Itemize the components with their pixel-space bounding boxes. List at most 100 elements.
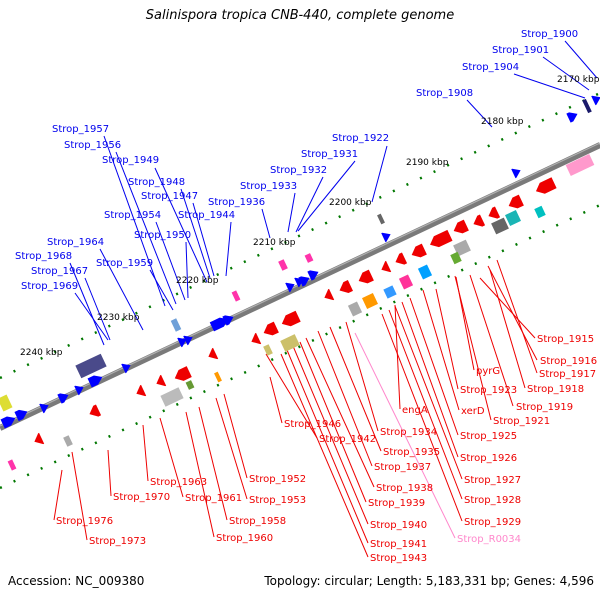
gene-label-xerd[interactable]: xerD — [461, 406, 485, 417]
forward-gene-arrow-shape — [209, 317, 229, 332]
reverse-leader-line — [489, 269, 526, 389]
gene-label-strop-1970[interactable]: Strop_1970 — [113, 492, 170, 503]
gene-label-strop-1908[interactable]: Strop_1908 — [416, 88, 473, 99]
gene-label-strop-1931[interactable]: Strop_1931 — [301, 149, 358, 160]
forward-leader-line — [84, 277, 111, 341]
reverse-leader-lines — [53, 259, 538, 558]
gene-label-strop-r0034[interactable]: Strop_R0034 — [457, 534, 521, 545]
reverse-leader-line — [159, 417, 184, 498]
gene-label-strop-1948[interactable]: Strop_1948 — [128, 177, 185, 188]
reverse-gene-block-shape — [450, 251, 462, 265]
gene-label-strop-1949[interactable]: Strop_1949 — [102, 155, 159, 166]
reverse-gene-block — [383, 285, 397, 299]
reverse-gene-arrow — [508, 194, 524, 209]
reverse-leader-line — [286, 349, 369, 544]
gene-label-strop-1938[interactable]: Strop_1938 — [376, 483, 433, 494]
gene-label-strop-1942[interactable]: Strop_1942 — [319, 434, 376, 445]
gene-label-strop-1941[interactable]: Strop_1941 — [370, 539, 427, 550]
gene-label-strop-1936[interactable]: Strop_1936 — [208, 197, 265, 208]
forward-gene-arrow — [177, 337, 187, 348]
gene-label-strop-1937[interactable]: Strop_1937 — [374, 462, 431, 473]
map-title: Salinispora tropica CNB-440, complete ge… — [145, 8, 455, 23]
gene-label-strop-1944[interactable]: Strop_1944 — [178, 210, 235, 221]
gene-label-strop-1934[interactable]: Strop_1934 — [380, 427, 437, 438]
reverse-gene-block — [214, 371, 222, 383]
forward-gene-arrow — [39, 403, 49, 414]
reverse-gene-block-shape — [280, 334, 300, 352]
tick-label-2180: 2180 kbp — [481, 117, 524, 127]
gene-label-strop-1953[interactable]: Strop_1953 — [249, 495, 306, 506]
gene-label-strop-1967[interactable]: Strop_1967 — [31, 266, 88, 277]
reverse-gene-block — [185, 380, 195, 390]
gene-label-strop-1901[interactable]: Strop_1901 — [492, 45, 549, 56]
gene-label-strop-1952[interactable]: Strop_1952 — [249, 474, 306, 485]
forward-leader-line — [149, 269, 174, 311]
gene-label-strop-1969[interactable]: Strop_1969 — [21, 281, 78, 292]
gene-label-strop-1917[interactable]: Strop_1917 — [539, 369, 596, 380]
gene-label-enga[interactable]: engA — [402, 405, 428, 416]
gene-label-strop-1925[interactable]: Strop_1925 — [460, 431, 517, 442]
forward-gene-arrow — [57, 393, 69, 404]
forward-gene-arrow — [87, 375, 103, 388]
gene-label-strop-1963[interactable]: Strop_1963 — [150, 477, 207, 488]
forward-gene-block — [75, 353, 107, 379]
gene-label-strop-1918[interactable]: Strop_1918 — [527, 384, 584, 395]
gene-label-strop-1932[interactable]: Strop_1932 — [270, 165, 327, 176]
reverse-leader-line — [435, 288, 459, 390]
gene-label-strop-1939[interactable]: Strop_1939 — [368, 498, 425, 509]
gene-label-strop-1929[interactable]: Strop_1929 — [464, 517, 521, 528]
reverse-leader-line — [454, 275, 492, 421]
gene-label-strop-1957[interactable]: Strop_1957 — [52, 124, 109, 135]
gene-label-strop-1964[interactable]: Strop_1964 — [47, 237, 104, 248]
gene-label-strop-1947[interactable]: Strop_1947 — [141, 191, 198, 202]
reverse-gene-arrow-shape — [89, 404, 102, 417]
gene-label-strop-1904[interactable]: Strop_1904 — [462, 62, 519, 73]
reverse-leader-line — [401, 301, 459, 458]
gene-label-strop-1926[interactable]: Strop_1926 — [460, 453, 517, 464]
gene-label-strop-1961[interactable]: Strop_1961 — [185, 493, 242, 504]
gene-label-strop-1959[interactable]: Strop_1959 — [96, 258, 153, 269]
reverse-gene-arrow — [174, 366, 192, 381]
reverse-leader-line — [107, 449, 112, 497]
gene-label-strop-1922[interactable]: Strop_1922 — [332, 133, 389, 144]
gene-label-strop-1954[interactable]: Strop_1954 — [104, 210, 161, 221]
forward-gene-arrow — [14, 409, 28, 422]
gene-label-strop-1927[interactable]: Strop_1927 — [464, 475, 521, 486]
reverse-gene-arrow — [358, 269, 374, 284]
gene-label-strop-1919[interactable]: Strop_1919 — [516, 402, 573, 413]
reverse-gene-arrow-shape — [156, 374, 167, 387]
gene-label-strop-1916[interactable]: Strop_1916 — [540, 356, 597, 367]
gene-label-strop-1958[interactable]: Strop_1958 — [229, 516, 286, 527]
gene-label-strop-1950[interactable]: Strop_1950 — [134, 230, 191, 241]
gene-label-strop-1956[interactable]: Strop_1956 — [64, 140, 121, 151]
reverse-gene-arrow-shape — [381, 260, 392, 273]
gene-label-strop-1968[interactable]: Strop_1968 — [15, 251, 72, 262]
reverse-leader-line — [53, 469, 63, 521]
gene-label-strop-1973[interactable]: Strop_1973 — [89, 536, 146, 547]
forward-gene-block — [0, 394, 13, 412]
gene-label-strop-1943[interactable]: Strop_1943 — [370, 553, 427, 564]
reverse-leader-line — [317, 330, 373, 467]
forward-gene-arrow-shape — [183, 335, 193, 346]
gene-label-strop-1940[interactable]: Strop_1940 — [370, 520, 427, 531]
gene-label-strop-1935[interactable]: Strop_1935 — [383, 447, 440, 458]
reverse-gene-block-shape — [7, 459, 17, 471]
gene-label-strop-1923[interactable]: Strop_1923 — [460, 385, 517, 396]
reverse-gene-arrow — [453, 219, 469, 234]
forward-gene-block-shape — [278, 259, 288, 271]
forward-gene-arrow-shape — [511, 168, 521, 179]
forward-gene-block — [170, 318, 182, 332]
gene-label-pyrg[interactable]: pyrG — [476, 366, 500, 377]
gene-label-strop-1976[interactable]: Strop_1976 — [56, 516, 113, 527]
reverse-leader-line — [71, 451, 88, 541]
gene-label-strop-1960[interactable]: Strop_1960 — [216, 533, 273, 544]
reverse-gene-arrow-shape — [324, 288, 335, 301]
rna-leader-line — [354, 332, 456, 539]
gene-label-strop-1921[interactable]: Strop_1921 — [493, 416, 550, 427]
reverse-gene-block — [417, 264, 433, 280]
gene-label-strop-1928[interactable]: Strop_1928 — [464, 495, 521, 506]
gene-label-strop-1946[interactable]: Strop_1946 — [284, 419, 341, 430]
gene-label-strop-1900[interactable]: Strop_1900 — [521, 29, 578, 40]
gene-label-strop-1933[interactable]: Strop_1933 — [240, 181, 297, 192]
gene-label-strop-1915[interactable]: Strop_1915 — [537, 334, 594, 345]
